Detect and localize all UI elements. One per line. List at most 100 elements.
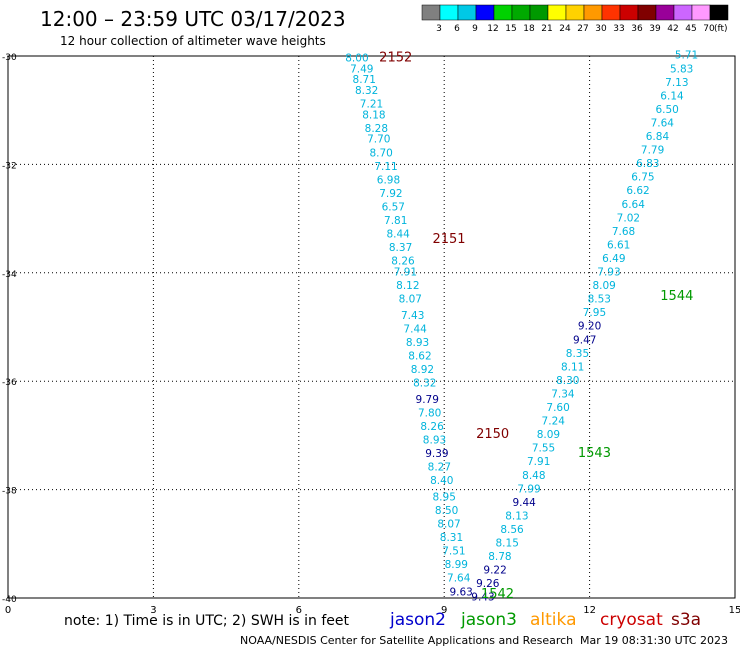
colorbar-label: 42 [667, 24, 678, 34]
swh-value-s3a: 8.71 [353, 74, 376, 86]
swh-value-jason3: 6.14 [660, 90, 684, 102]
swh-value-s3a: 7.81 [384, 215, 407, 227]
swh-value-jason3: 9.44 [512, 497, 536, 509]
swh-value-jason3: 8.78 [488, 551, 511, 563]
colorbar-label: 21 [541, 24, 552, 34]
legend-altika: altika [530, 610, 577, 630]
page-subtitle: 12 hour collection of altimeter wave hei… [60, 34, 326, 48]
swh-value-jason3: 7.95 [583, 307, 606, 319]
swh-value-jason3: 7.64 [651, 117, 675, 129]
swh-value-s3a: 8.27 [428, 462, 451, 474]
swh-value-s3a: 8.07 [437, 519, 460, 531]
swh-value-s3a: 7.64 [447, 573, 471, 585]
swh-value-s3a: 8.93 [423, 435, 446, 447]
colorbar-label: 70 [703, 24, 715, 34]
colorbar-label: 15 [505, 24, 516, 34]
swh-value-jason3: 6.49 [602, 253, 625, 265]
swh-value-s3a: 7.80 [418, 407, 441, 419]
colorbar: 3 6 9 12 15 18 21 24 27 30 33 36 39 42 45 70 (ft) [421, 4, 729, 34]
swh-value-s3a: 9.39 [425, 448, 448, 460]
x-tick-label: 9 [441, 605, 447, 616]
swh-value-jason3: 8.30 [556, 375, 579, 387]
legend-cryosat: cryosat [600, 610, 663, 630]
swh-value-s3a: 8.28 [365, 123, 388, 135]
colorbar-label: 27 [577, 24, 588, 34]
colorbar-swatch [421, 4, 441, 21]
legend-s3a: s3a [671, 610, 701, 630]
pass-number-label: 2151 [432, 232, 465, 247]
y-tick-label: -36 [2, 378, 17, 388]
footer-note: note: 1) Time is in UTC; 2) SWH is in fe… [64, 613, 350, 629]
swh-value-s3a: 8.44 [386, 229, 410, 241]
swh-value-s3a: 8.32 [355, 85, 378, 97]
swh-value-s3a: 7.43 [401, 310, 424, 322]
swh-value-s3a: 8.93 [406, 337, 429, 349]
swh-value-s3a: 8.12 [396, 280, 419, 292]
swh-value-jason3: 8.53 [588, 294, 611, 306]
x-tick-label: 12 [583, 605, 596, 616]
swh-value-jason3: 8.09 [537, 429, 560, 441]
colorbar-swatch [493, 4, 513, 21]
colorbar-label: 12 [487, 24, 498, 34]
swh-value-s3a: 8.37 [389, 242, 412, 254]
y-tick-label: -32 [2, 161, 17, 171]
colorbar-label: 24 [559, 24, 571, 34]
swh-value-s3a: 6.57 [382, 201, 405, 213]
swh-value-jason3: 9.20 [578, 321, 601, 333]
swh-value-jason3: 5.83 [670, 63, 693, 75]
swh-value-s3a: 7.21 [360, 98, 383, 110]
swh-value-s3a: 8.26 [391, 256, 415, 268]
colorbar-swatch [565, 4, 585, 21]
pass-number-label: 1543 [578, 446, 611, 461]
colorbar-label: 33 [613, 24, 624, 34]
swh-value-s3a: 8.00 [345, 52, 368, 64]
swh-value-jason3: 7.93 [597, 267, 620, 279]
swh-value-jason3: 7.99 [517, 483, 540, 495]
colorbar-label: 6 [454, 24, 460, 34]
swh-value-jason3: 6.75 [631, 172, 654, 184]
legend-jason2: jason2 [389, 610, 446, 630]
colorbar-swatch [583, 4, 603, 21]
swh-value-s3a: 8.95 [433, 491, 456, 503]
swh-value-s3a: 7.70 [367, 134, 390, 146]
swh-value-jason3: 6.84 [646, 131, 670, 143]
x-tick-label: 3 [150, 605, 156, 616]
colorbar-swatch [475, 4, 495, 21]
swh-value-jason3: 5.71 [675, 50, 698, 62]
swh-value-s3a: 8.92 [411, 364, 434, 376]
swh-value-jason3: 8.09 [592, 280, 615, 292]
colorbar-swatch [601, 4, 621, 21]
swh-value-s3a: 8.31 [440, 532, 463, 544]
swh-value-jason3: 7.68 [612, 226, 635, 238]
y-tick-label: -34 [2, 270, 17, 280]
swh-value-s3a: 8.32 [413, 378, 436, 390]
swh-value-s3a: 6.98 [377, 174, 400, 186]
swh-value-jason3: 7.55 [532, 443, 555, 455]
colorbar-swatch [673, 4, 693, 21]
colorbar-swatch [457, 4, 477, 21]
page-title: 12:00 – 23:59 UTC 03/17/2023 [40, 7, 346, 31]
colorbar-unit: (ft) [714, 24, 728, 34]
colorbar-label: 3 [436, 24, 442, 34]
x-tick-label: 6 [296, 605, 302, 616]
swh-value-jason3: 6.61 [607, 239, 630, 251]
colorbar-label: 18 [523, 24, 535, 34]
colorbar-swatch [655, 4, 675, 21]
swh-value-s3a: 9.63 [449, 586, 472, 598]
pass-labels: 2152 2151 2150 1544 1543 1542 [379, 50, 693, 602]
swh-value-s3a: 8.70 [369, 147, 392, 159]
swh-value-jason3: 7.60 [546, 402, 569, 414]
swh-value-s3a: 8.99 [445, 559, 468, 571]
colorbar-label: 39 [649, 24, 661, 34]
colorbar-swatch [529, 4, 549, 21]
pass-number-label: 1542 [481, 587, 514, 602]
swh-value-s3a: 9.79 [416, 394, 439, 406]
colorbar-swatch [547, 4, 567, 21]
swh-value-jason3: 8.15 [496, 538, 519, 550]
swh-value-s3a: 7.11 [374, 161, 397, 173]
swh-value-jason3: 7.02 [617, 212, 640, 224]
satellite-legend: jason2 jason3 altika cryosat s3a [389, 610, 701, 630]
swh-value-jason3: 9.26 [476, 578, 500, 590]
swh-value-s3a: 7.51 [442, 546, 465, 558]
